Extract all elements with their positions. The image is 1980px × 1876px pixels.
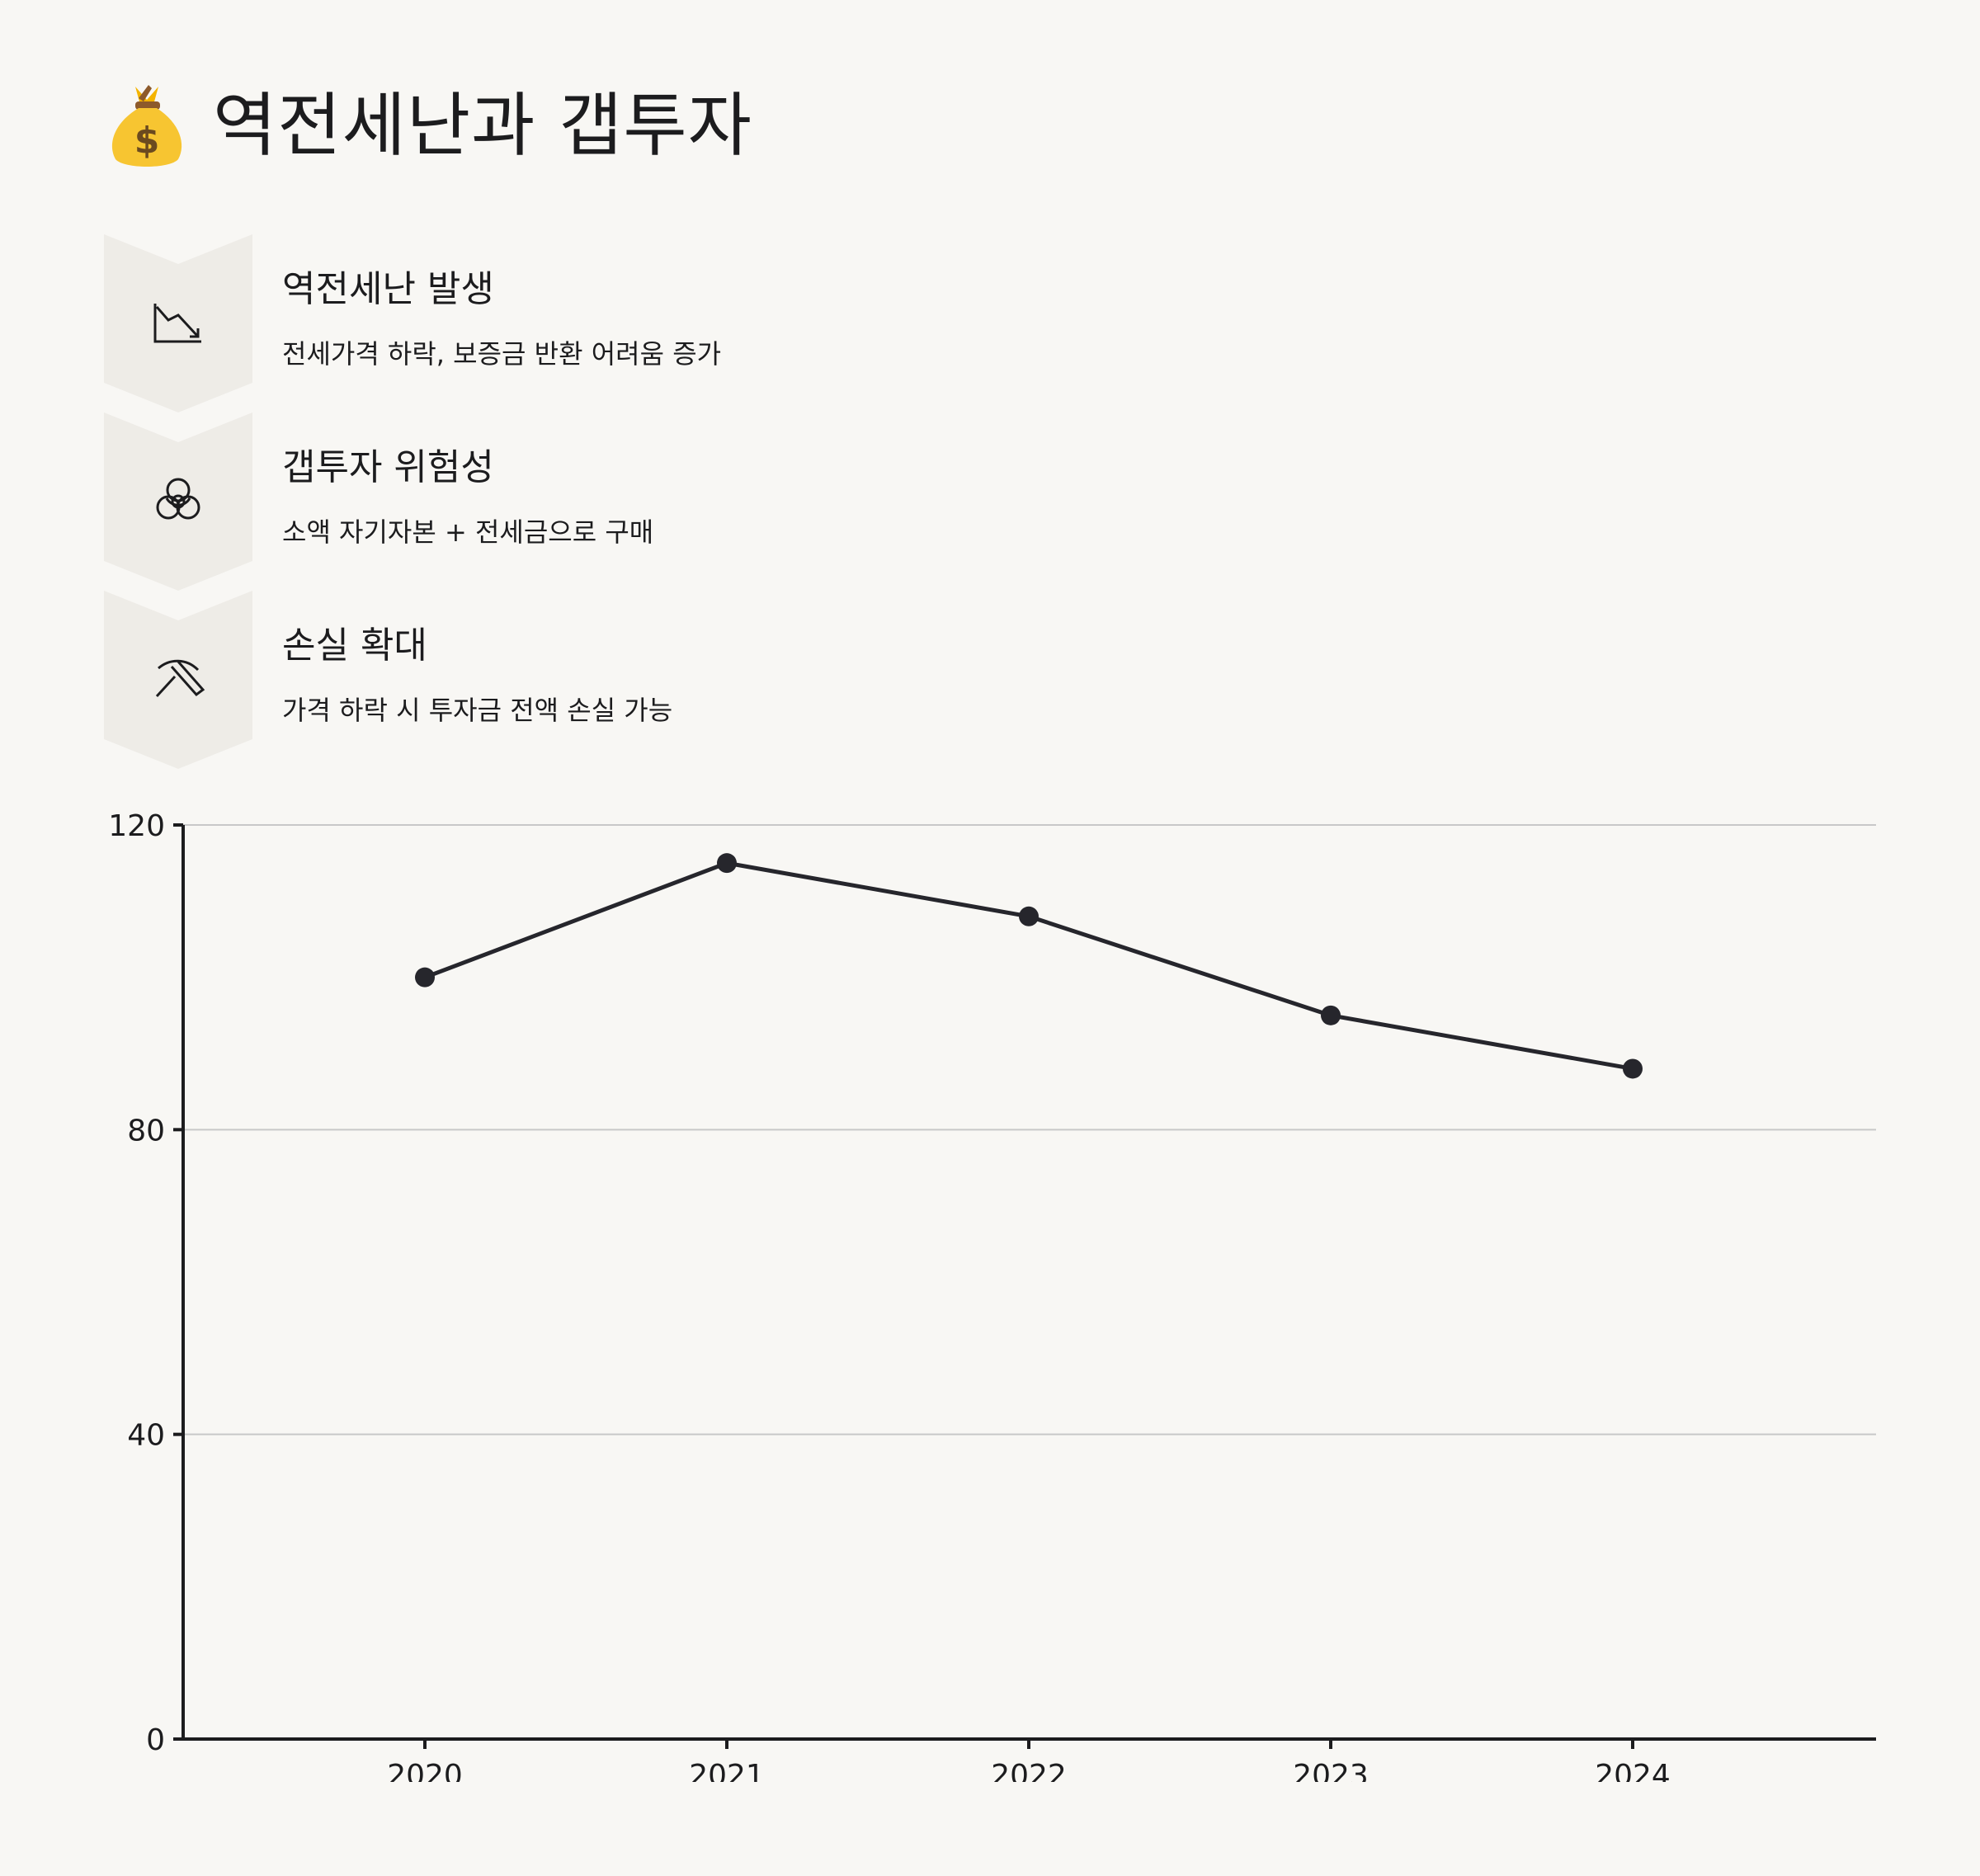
line-chart: 0 40 80 120 2020 2021 2022 2023 2024	[108, 809, 1876, 1782]
biohazard-icon	[156, 478, 200, 520]
y-tick-label: 0	[146, 1723, 165, 1757]
item-title: 갭투자 위험성	[282, 446, 494, 488]
y-tick-label: 80	[127, 1114, 165, 1148]
chart-decreasing-icon	[153, 304, 201, 343]
x-tick-label: 2024	[1595, 1759, 1671, 1782]
data-point	[1321, 1005, 1341, 1025]
list-item: 갭투자 위험성 소액 자기자본 + 전세금으로 구매	[104, 412, 1094, 591]
svg-text:$: $	[134, 120, 160, 162]
money-bag-icon: $	[111, 85, 182, 167]
chevron-background	[104, 234, 252, 412]
chart-series	[415, 853, 1643, 1079]
data-point	[415, 967, 435, 987]
item-description: 가격 하락 시 투자금 전액 손실 가능	[282, 695, 673, 726]
data-point	[717, 853, 737, 874]
page-title-text: 역전세난과 갭투자	[213, 85, 752, 166]
item-description: 소액 자기자본 + 전세금으로 구매	[282, 516, 654, 548]
list-item: 역전세난 발생 전세가격 하락, 보증금 반환 어려움 증가	[104, 234, 1094, 412]
y-tick-label: 120	[108, 809, 165, 843]
list-item: 손실 확대 가격 하락 시 투자금 전액 손실 가능	[104, 591, 1094, 769]
data-point	[1019, 906, 1039, 926]
chevron-background	[104, 591, 252, 769]
grid-lines	[183, 824, 1876, 1435]
item-description: 전세가격 하락, 보증금 반환 어려움 증가	[282, 338, 722, 370]
data-point	[1623, 1058, 1643, 1079]
item-title: 역전세난 발생	[282, 268, 494, 310]
x-tick-label: 2020	[387, 1759, 463, 1782]
x-tick-label: 2021	[689, 1759, 765, 1782]
page-title: $ 역전세난과 갭투자	[106, 76, 752, 175]
x-tick-label: 2023	[1293, 1759, 1369, 1782]
y-tick-label: 40	[127, 1419, 165, 1453]
pick-icon	[155, 659, 205, 698]
tick-labels: 0 40 80 120 2020 2021 2022 2023 2024	[108, 809, 1671, 1782]
item-title: 손실 확대	[282, 625, 427, 667]
series-line	[424, 860, 1634, 1071]
chart-axes	[173, 823, 1876, 1749]
x-tick-label: 2022	[991, 1759, 1067, 1782]
